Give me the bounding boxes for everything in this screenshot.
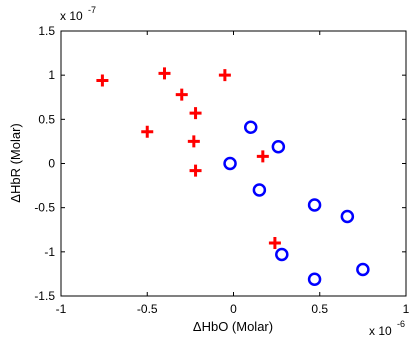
y-tick-label: 1 [48, 68, 55, 82]
x-scale-exponent: -6 [397, 319, 405, 329]
y-tick-label: 1.5 [38, 24, 55, 38]
data-point-circle [356, 262, 370, 277]
data-point-circle [223, 156, 237, 171]
data-point-circle [271, 139, 286, 154]
data-point-plus [189, 107, 202, 120]
data-point-plus [187, 135, 200, 148]
data-point-plus [141, 125, 154, 138]
y-axis-scale-factor: x 10 -7 [60, 5, 96, 23]
chart-marks [96, 67, 370, 286]
x-axis-label: ΔHbO (Molar) [193, 319, 273, 334]
data-point-plus [175, 88, 188, 101]
x-tick-label: 0.5 [311, 302, 328, 316]
x-axis-scale-factor: x 10 -6 [369, 319, 405, 338]
y-tick-label: -0.5 [34, 201, 55, 215]
y-scale-exponent: -7 [88, 5, 96, 15]
x-tick-label: -0.5 [137, 302, 158, 316]
x-axis-ticks: -1 -0.5 0 0.5 1 [56, 31, 409, 316]
data-point-circle [275, 247, 289, 262]
data-point-circle [340, 209, 355, 224]
y-scale-base: x 10 [60, 9, 83, 23]
x-tick-label: 1 [403, 302, 409, 316]
data-point-plus [96, 74, 109, 87]
x-scale-base: x 10 [369, 324, 392, 338]
y-tick-label: 0.5 [38, 112, 55, 126]
data-point-circle [244, 120, 258, 135]
data-point-plus [256, 150, 269, 163]
data-point-circle [307, 198, 322, 212]
data-point-plus [268, 237, 281, 249]
x-tick-label: -1 [56, 302, 67, 316]
y-tick-label: -1 [44, 245, 55, 259]
y-axis-ticks: -1.5 -1 -0.5 0 0.5 1 1.5 [34, 24, 406, 303]
data-point-plus [189, 164, 202, 177]
y-tick-label: -1.5 [34, 289, 55, 303]
data-point-circle [252, 183, 267, 197]
data-point-plus [218, 69, 231, 82]
y-tick-label: 0 [48, 157, 55, 171]
data-point-circle [307, 272, 322, 286]
y-axis-label: ΔHbR (Molar) [8, 123, 23, 202]
x-tick-label: 0 [230, 302, 237, 316]
data-point-plus [158, 67, 171, 80]
plot-area [60, 30, 407, 297]
